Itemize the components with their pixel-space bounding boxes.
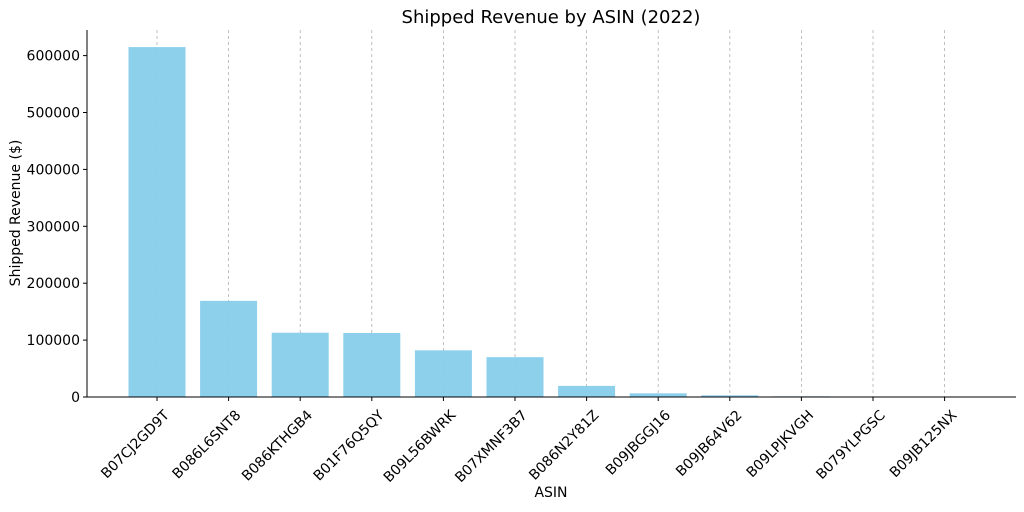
y-tick-label: 300000 (27, 219, 80, 235)
bar (415, 350, 472, 397)
x-tick-label: B07XMNF3B7 (452, 407, 531, 486)
bar (487, 357, 544, 397)
bar (129, 47, 186, 397)
y-tick-label: 400000 (27, 162, 80, 178)
y-ticks: 0 100000 200000 300000 400000 500000 600000 (27, 49, 87, 406)
bar (343, 333, 400, 397)
bar (558, 386, 615, 397)
x-ticks: B07CJ2GD9TB086L6SNT8B086KTHGB4B01F76Q5QY… (98, 397, 960, 486)
bar (200, 301, 257, 397)
y-axis-title: Shipped Revenue ($) (8, 140, 24, 287)
x-tick-label: B09L56BWRK (381, 407, 460, 486)
y-tick-label: 500000 (27, 106, 80, 122)
y-tick-label: 200000 (27, 276, 80, 292)
x-tick-label: B086L6SNT8 (170, 407, 245, 482)
x-axis-title: ASIN (534, 485, 567, 501)
x-tick-label: B09JBGGJ16 (603, 407, 674, 478)
x-tick-label: B09JB64V62 (673, 407, 745, 479)
x-tick-label: B086KTHGB4 (239, 407, 316, 484)
x-tick-label: B079YLPGSC (813, 407, 889, 483)
bar (272, 333, 329, 397)
y-tick-label: 0 (71, 390, 80, 406)
x-tick-label: B086N2Y81Z (526, 407, 602, 483)
bar (630, 393, 687, 397)
x-tick-label: B09JB125NX (887, 407, 961, 481)
bars-layer (129, 47, 974, 397)
x-tick-label: B09LPJKVGH (744, 407, 817, 480)
y-tick-label: 100000 (27, 333, 80, 349)
x-tick-label: B01F76Q5QY (311, 407, 388, 484)
x-tick-label: B07CJ2GD9T (98, 407, 173, 482)
y-tick-label: 600000 (27, 49, 80, 65)
chart-title: Shipped Revenue by ASIN (2022) (402, 7, 701, 28)
